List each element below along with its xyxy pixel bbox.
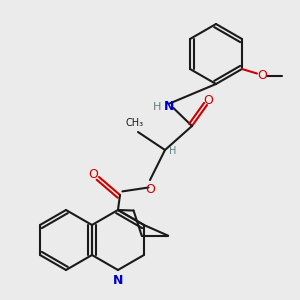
Text: O: O: [88, 167, 98, 181]
Text: CH₃: CH₃: [126, 118, 144, 128]
Text: H: H: [169, 146, 176, 157]
Text: O: O: [204, 94, 213, 107]
Text: N: N: [113, 274, 123, 286]
Text: H: H: [153, 101, 162, 112]
Text: N: N: [164, 100, 175, 113]
Text: O: O: [145, 183, 155, 196]
Text: O: O: [258, 69, 268, 82]
